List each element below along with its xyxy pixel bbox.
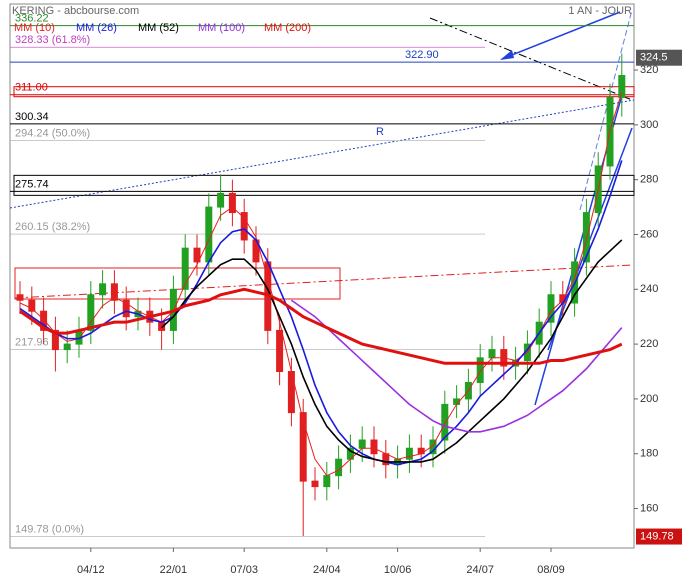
plot-frame [9,3,635,549]
candle-body [63,343,71,351]
x-tick-label: 07/03 [230,564,258,576]
candle-body [618,75,626,98]
candle-body [323,475,331,488]
annotation: R [376,126,384,138]
level-box [13,86,635,98]
trend-line [9,99,635,209]
candle-body [276,329,284,373]
candle-body [299,412,307,482]
x-tick-label: 24/04 [313,564,341,576]
ma-line [161,239,623,463]
candle-body [441,403,449,441]
candle-body [122,299,130,318]
x-tick-label: 04/12 [77,564,105,576]
candle-body [335,458,343,477]
level-label: 311.00 [15,82,48,94]
level-label: 260.15 (38.2%) [15,221,90,233]
x-tick-label: 24/07 [466,564,494,576]
level-box [13,174,635,196]
candle-body [217,192,225,208]
zone-box [14,267,341,300]
candle-body [417,447,425,455]
candle-body [40,310,48,331]
x-tick-label: 22/01 [160,564,188,576]
candle-body [370,439,378,455]
y-tick-label: 280 [640,174,658,186]
chart-title: KERING - abcbourse.com [12,5,139,17]
y-tick-label: 320 [640,64,658,76]
candle-body [181,247,189,290]
price-tag [636,528,682,545]
level-label: 300.34 [15,111,49,123]
arrow-head [500,50,514,60]
price-tag-label: 149.78 [640,530,674,542]
level-label: 294.24 (50.0%) [15,128,90,140]
candle-body [287,371,295,414]
price-tag [636,49,682,66]
candle-body [51,329,59,351]
candle-body [99,283,107,296]
price-tag-label: 324.5 [640,52,668,64]
legend-label: MM (10) [14,22,55,34]
candle-body [16,294,24,301]
layers: 160 180 200 220 240 260 280 300 320 336.22 328.33 … [10,13,682,576]
candle-body [488,349,496,359]
y-tick-label: 260 [640,228,658,240]
candle-body [311,480,319,488]
level-label: 336.22 [15,13,49,25]
legend-label: MM (200) [264,22,311,34]
candle-body [582,212,590,263]
x-tick-label: 10/06 [384,564,412,576]
y-tick-label: 180 [640,448,658,460]
y-tick-label: 300 [640,119,658,131]
candle-body [87,294,95,331]
arrow [501,11,621,60]
legend-label: MM (52) [138,22,179,34]
candle-body [405,447,413,460]
level-label: 322.90 [405,49,439,61]
y-tick-label: 220 [640,338,658,350]
candle-body [193,247,201,263]
chart-subtitle: 1 AN - JOUR [568,5,632,17]
legend-label: MM (100) [198,22,245,34]
ma-line [290,299,623,433]
candle-body [228,192,236,214]
y-tick-label: 200 [640,393,658,405]
level-label: 149.78 (0.0%) [15,523,84,535]
trend-line [579,9,633,211]
x-tick-label: 08/09 [537,564,565,576]
level-label: 217.96 [15,337,49,349]
candle-body [240,212,248,241]
candle-body [476,357,484,383]
y-tick-label: 240 [640,283,658,295]
candle-body [110,283,118,301]
trend-line [547,127,633,351]
candle-body [28,299,36,312]
ma-line [19,287,623,365]
level-label: 275.74 [15,178,49,190]
ma-line [19,160,623,466]
y-tick-label: 160 [640,502,658,514]
candle-body [358,439,366,449]
legend-label: MM (26) [76,22,117,34]
level-label: 328.33 (61.8%) [15,34,90,46]
